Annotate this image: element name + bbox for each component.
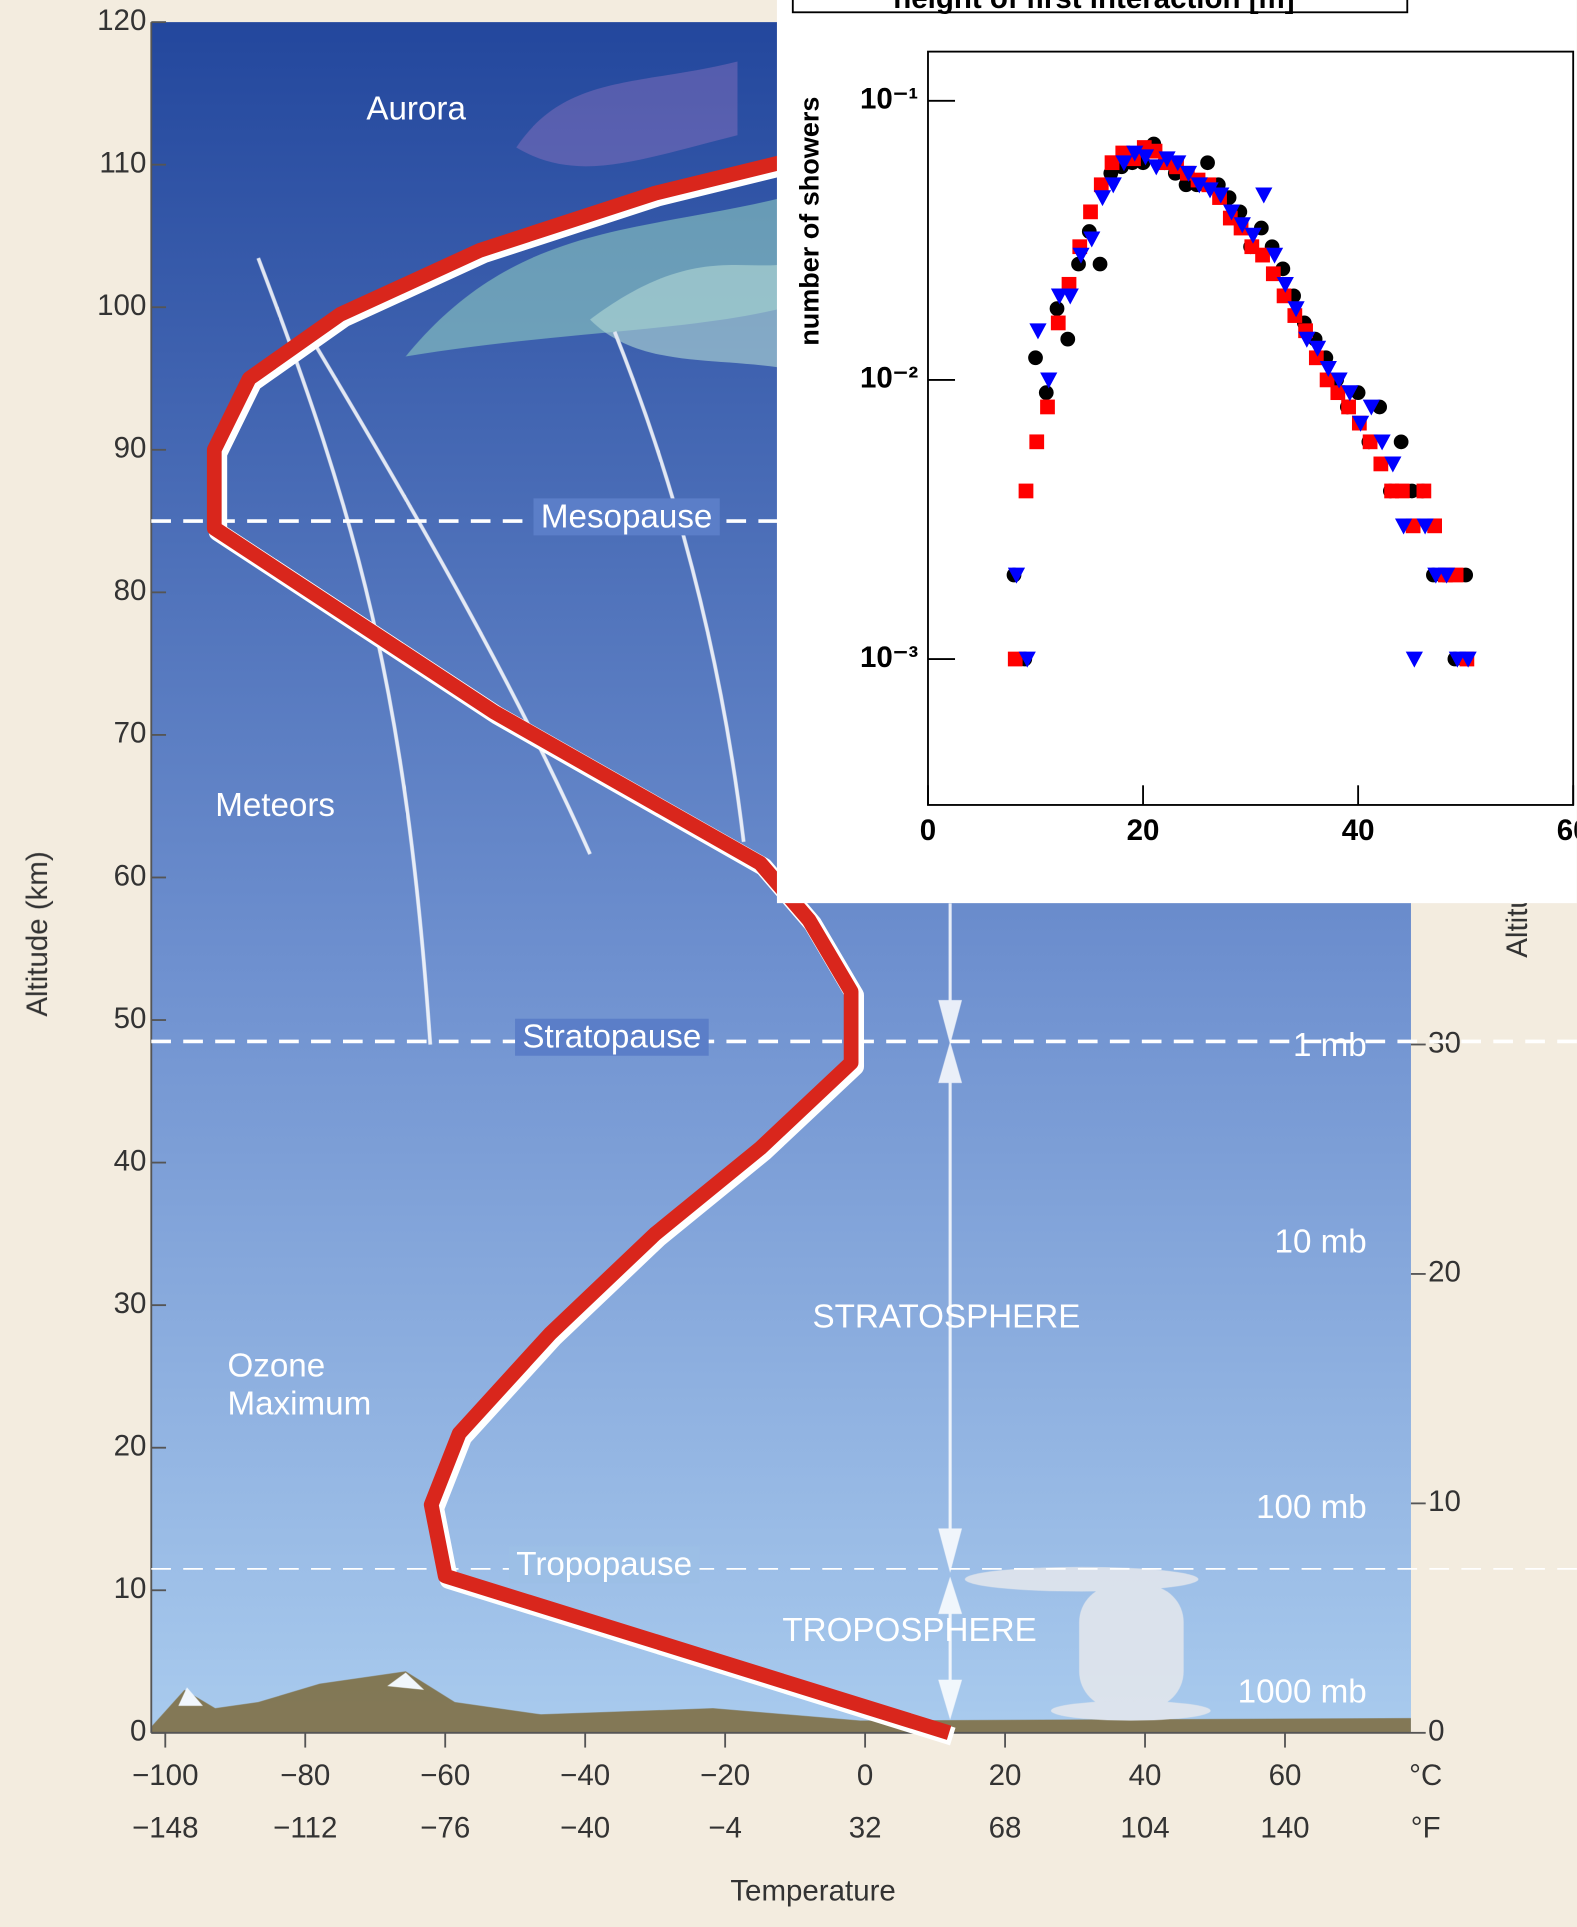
marker bbox=[1029, 434, 1044, 449]
inset-background bbox=[777, 0, 1577, 903]
figure: 01020304050607080901001101200102030−100−… bbox=[0, 0, 1577, 1927]
layer-label: Tropopause bbox=[516, 1546, 692, 1583]
y-tick-label: 80 bbox=[114, 574, 147, 607]
x2-tick-label: −40 bbox=[560, 1812, 610, 1845]
x-tick-label: 60 bbox=[1269, 1759, 1302, 1792]
inset-chart: height of first interaction [m]number of… bbox=[777, 0, 1577, 903]
y-tick-label: 120 bbox=[97, 4, 146, 37]
x2-tick-label: 104 bbox=[1120, 1812, 1169, 1845]
marker bbox=[1277, 288, 1292, 303]
x-tick-label: −20 bbox=[700, 1759, 750, 1792]
marker bbox=[1416, 484, 1431, 499]
x-tick-label: 40 bbox=[1129, 1759, 1162, 1792]
layer-label: Mesopause bbox=[541, 498, 713, 535]
y-axis-label: Altitude (km) bbox=[21, 851, 54, 1016]
annotation: 1000 mb bbox=[1238, 1673, 1367, 1710]
x2-tick-label: −76 bbox=[420, 1812, 470, 1845]
annotation: 1 mb bbox=[1293, 1027, 1367, 1064]
x2-tick-label: 32 bbox=[849, 1812, 882, 1845]
x2-unit: °F bbox=[1411, 1812, 1441, 1845]
annotation: 100 mb bbox=[1256, 1489, 1367, 1526]
marker bbox=[1395, 484, 1410, 499]
marker bbox=[1060, 332, 1075, 347]
marker bbox=[1040, 400, 1055, 415]
x-tick-label: 0 bbox=[857, 1759, 873, 1792]
x2-tick-label: 68 bbox=[989, 1812, 1022, 1845]
x2-tick-label: −148 bbox=[132, 1812, 198, 1845]
y2-tick-label: 10 bbox=[1428, 1485, 1461, 1518]
marker bbox=[1093, 257, 1108, 272]
annotation: STRATOSPHERE bbox=[812, 1298, 1080, 1335]
x-tick-label: 20 bbox=[1127, 814, 1160, 847]
annotation: Meteors bbox=[215, 787, 335, 824]
x-tick-label: 20 bbox=[989, 1759, 1022, 1792]
layer-label: Stratopause bbox=[522, 1019, 701, 1056]
y-tick-label: 60 bbox=[114, 859, 147, 892]
annotation: Aurora bbox=[366, 90, 466, 127]
marker bbox=[1200, 155, 1215, 170]
x-tick-label: −100 bbox=[132, 1759, 198, 1792]
y2-tick-label: 0 bbox=[1428, 1715, 1444, 1748]
x2-tick-label: −4 bbox=[708, 1812, 742, 1845]
marker bbox=[1083, 204, 1098, 219]
marker bbox=[1394, 434, 1409, 449]
x-axis-label: Temperature bbox=[730, 1874, 896, 1907]
annotation: Maximum bbox=[227, 1386, 371, 1423]
x-tick-label: −60 bbox=[420, 1759, 470, 1792]
y-tick-label: 10⁻³ bbox=[860, 641, 918, 674]
x2-tick-label: 140 bbox=[1260, 1812, 1309, 1845]
marker bbox=[1028, 350, 1043, 365]
marker bbox=[1019, 484, 1034, 499]
y-tick-label: 30 bbox=[114, 1287, 147, 1320]
y-tick-label: 110 bbox=[99, 146, 146, 179]
y-tick-label: 90 bbox=[114, 432, 147, 465]
x-tick-label: 0 bbox=[920, 814, 936, 847]
annotation: TROPOSPHERE bbox=[782, 1612, 1036, 1649]
marker bbox=[1051, 316, 1066, 331]
x-tick-label: 60 bbox=[1557, 814, 1577, 847]
x-unit: °C bbox=[1409, 1759, 1442, 1792]
y-tick-label: 50 bbox=[114, 1002, 147, 1035]
annotation: 10 mb bbox=[1275, 1223, 1367, 1260]
page: {"chart_data":[ {"type":"line","xlabel":… bbox=[0, 0, 1577, 1927]
marker bbox=[1050, 301, 1065, 316]
y-tick-label: 10 bbox=[114, 1572, 147, 1605]
y-tick-label: 20 bbox=[114, 1430, 147, 1463]
x2-tick-label: −112 bbox=[273, 1812, 337, 1845]
y-tick-label: 70 bbox=[114, 717, 147, 750]
y-tick-label: 0 bbox=[130, 1715, 146, 1748]
y-axis-label: number of showers bbox=[794, 97, 824, 346]
y-tick-label: 10⁻¹ bbox=[860, 83, 918, 116]
annotation: Ozone bbox=[227, 1348, 325, 1385]
y2-tick-label: 20 bbox=[1428, 1256, 1461, 1289]
x-tick-label: −40 bbox=[560, 1759, 610, 1792]
x-tick-label: 40 bbox=[1342, 814, 1375, 847]
y-tick-label: 100 bbox=[97, 289, 146, 322]
marker bbox=[1039, 385, 1054, 400]
x-tick-label: −80 bbox=[280, 1759, 330, 1792]
y-tick-label: 40 bbox=[114, 1144, 147, 1177]
marker bbox=[1341, 400, 1356, 415]
y-tick-label: 10⁻² bbox=[860, 362, 918, 395]
